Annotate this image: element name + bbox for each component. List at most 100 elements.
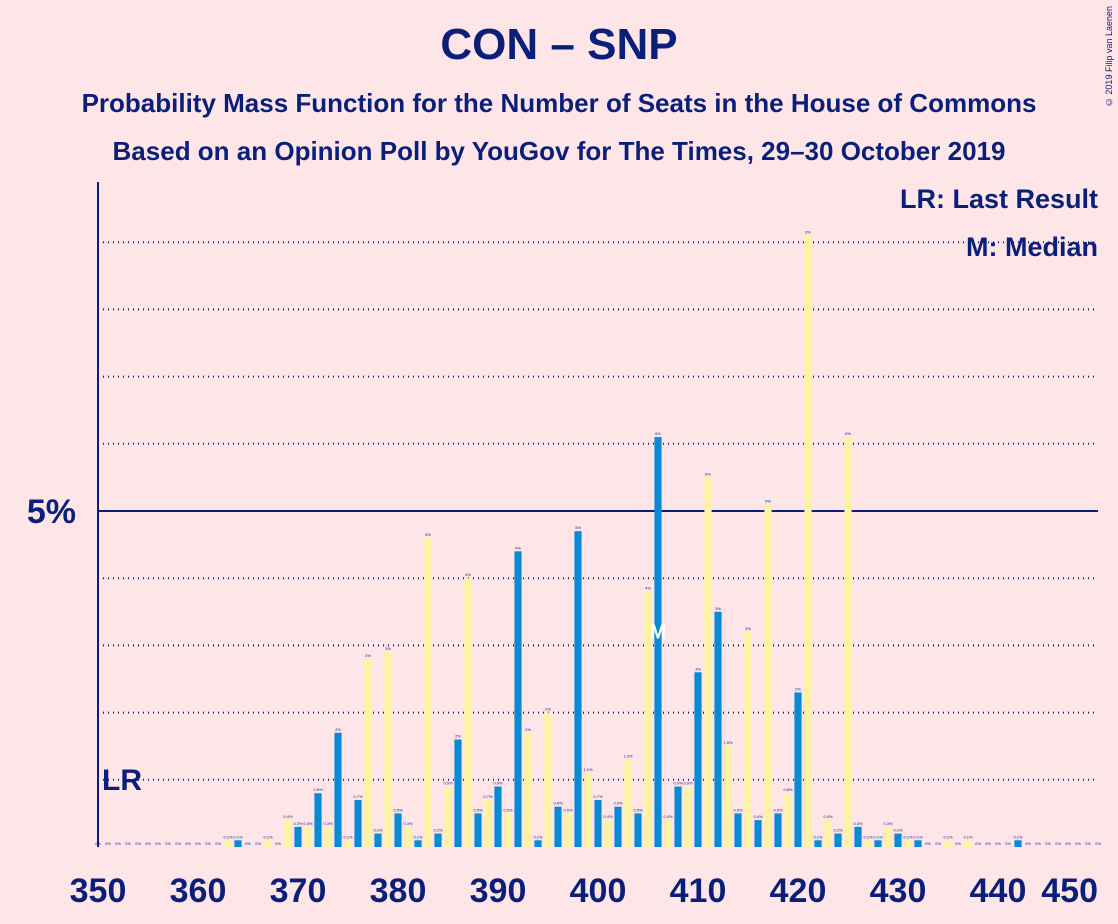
bar-value-label: 0.8% [313, 787, 323, 792]
bar-value-label: 0.3% [403, 821, 413, 826]
bar-value-label: 6% [845, 431, 851, 436]
bar-value-label: 3% [745, 626, 751, 631]
con-bar [534, 840, 542, 847]
snp-bar [424, 537, 432, 847]
bar-value-label: 0.1% [903, 834, 913, 839]
bar-value-label: 0.3% [293, 821, 303, 826]
bar-value-label: 0.1% [413, 834, 423, 839]
con-bar [714, 611, 722, 847]
last-result-label: LR [102, 764, 142, 797]
bar-value-label: 3% [715, 606, 721, 611]
bar-value-label: 0.1% [223, 834, 233, 839]
snp-bar [624, 759, 632, 847]
bar-value-label: 0% [1045, 841, 1051, 846]
chart-subtitle: Probability Mass Function for the Number… [81, 88, 1037, 118]
bar-value-label: 2% [525, 727, 531, 732]
bar-value-label: 0.5% [733, 807, 743, 812]
snp-bar [904, 840, 912, 847]
bar-value-label: 3% [385, 646, 391, 651]
bar-value-label: 6% [655, 431, 661, 436]
con-bar [754, 820, 762, 847]
bar-value-label: 0% [215, 841, 221, 846]
bar-value-label: 0% [175, 841, 181, 846]
x-tick-label: 430 [870, 872, 927, 910]
bar-value-label: 2% [545, 707, 551, 712]
snp-bar [564, 813, 572, 847]
con-bar [794, 692, 802, 847]
bar-value-label: 0.1% [873, 834, 883, 839]
con-bar [814, 840, 822, 847]
bar-value-label: 1.5% [723, 740, 733, 745]
bar-value-label: 0% [255, 841, 261, 846]
snp-bar [284, 820, 292, 847]
con-bar [1014, 840, 1022, 847]
con-bar [394, 813, 402, 847]
bar-value-label: 4% [465, 572, 471, 577]
snp-bar [304, 826, 312, 847]
bar-value-label: 0.1% [343, 834, 353, 839]
con-bar [234, 840, 242, 847]
chart-source-line: Based on an Opinion Poll by YouGov for T… [112, 136, 1006, 166]
bar-value-label: 0% [1035, 841, 1041, 846]
snp-bar [384, 652, 392, 847]
con-bar [334, 732, 342, 847]
y-tick-label: 5% [27, 493, 76, 531]
chart-title: CON – SNP [440, 20, 678, 69]
bar-value-label: 1.3% [623, 754, 633, 759]
bar-value-label: 0.7% [353, 794, 363, 799]
con-bar [474, 813, 482, 847]
x-tick-label: 370 [270, 872, 327, 910]
bar-value-label: 0% [955, 841, 961, 846]
bar-value-label: 4% [645, 586, 651, 591]
bar-value-label: 0.3% [853, 821, 863, 826]
bar-value-label: 0.9% [683, 781, 693, 786]
snp-bar [804, 235, 812, 848]
bar-value-label: 0.4% [603, 814, 613, 819]
bar-value-label: 0% [1065, 841, 1071, 846]
bar-value-label: 0.4% [823, 814, 833, 819]
bar-value-label: 0% [205, 841, 211, 846]
bar-value-label: 3% [365, 653, 371, 658]
bar-value-label: 0% [1055, 841, 1061, 846]
bar-value-label: 0% [1095, 841, 1101, 846]
bar-value-label: 0.5% [773, 807, 783, 812]
x-tick-label: 380 [370, 872, 427, 910]
x-tick-label: 440 [970, 872, 1027, 910]
bar-value-label: 0.7% [593, 794, 603, 799]
snp-bar [664, 820, 672, 847]
snp-bar [884, 826, 892, 847]
con-bar [554, 806, 562, 847]
con-bar [614, 806, 622, 847]
bar-value-label: 5% [425, 532, 431, 537]
con-bar [294, 826, 302, 847]
bar-value-label: 0% [155, 841, 161, 846]
bar-value-label: 0% [105, 841, 111, 846]
bar-value-label: 0% [985, 841, 991, 846]
snp-bar [844, 437, 852, 847]
con-bar [674, 786, 682, 847]
con-bar [854, 826, 862, 847]
snp-bar [724, 746, 732, 847]
bar-value-label: 0% [995, 841, 1001, 846]
bar-value-label: 2% [335, 727, 341, 732]
bar-value-label: 2% [795, 686, 801, 691]
bar-value-label: 0.7% [483, 794, 493, 799]
bar-value-label: 0.5% [473, 807, 483, 812]
bar-value-label: 0% [935, 841, 941, 846]
bar-value-label: 0.2% [373, 828, 383, 833]
bar-value-label: 0.4% [283, 814, 293, 819]
con-bar [914, 840, 922, 847]
con-bar [314, 793, 322, 847]
legend-last-result: LR: Last Result [899, 184, 1098, 214]
bar-value-label: 1.1% [583, 767, 593, 772]
bar-value-label: 0% [245, 841, 251, 846]
con-bar [494, 786, 502, 847]
bar-value-label: 0% [135, 841, 141, 846]
snp-bar [484, 799, 492, 847]
bar-value-label: 0% [925, 841, 931, 846]
x-tick-label: 390 [470, 872, 527, 910]
con-bar [434, 833, 442, 847]
snp-bar [264, 840, 272, 847]
bar-value-label: 0% [125, 841, 131, 846]
bar-value-label: 0% [195, 841, 201, 846]
